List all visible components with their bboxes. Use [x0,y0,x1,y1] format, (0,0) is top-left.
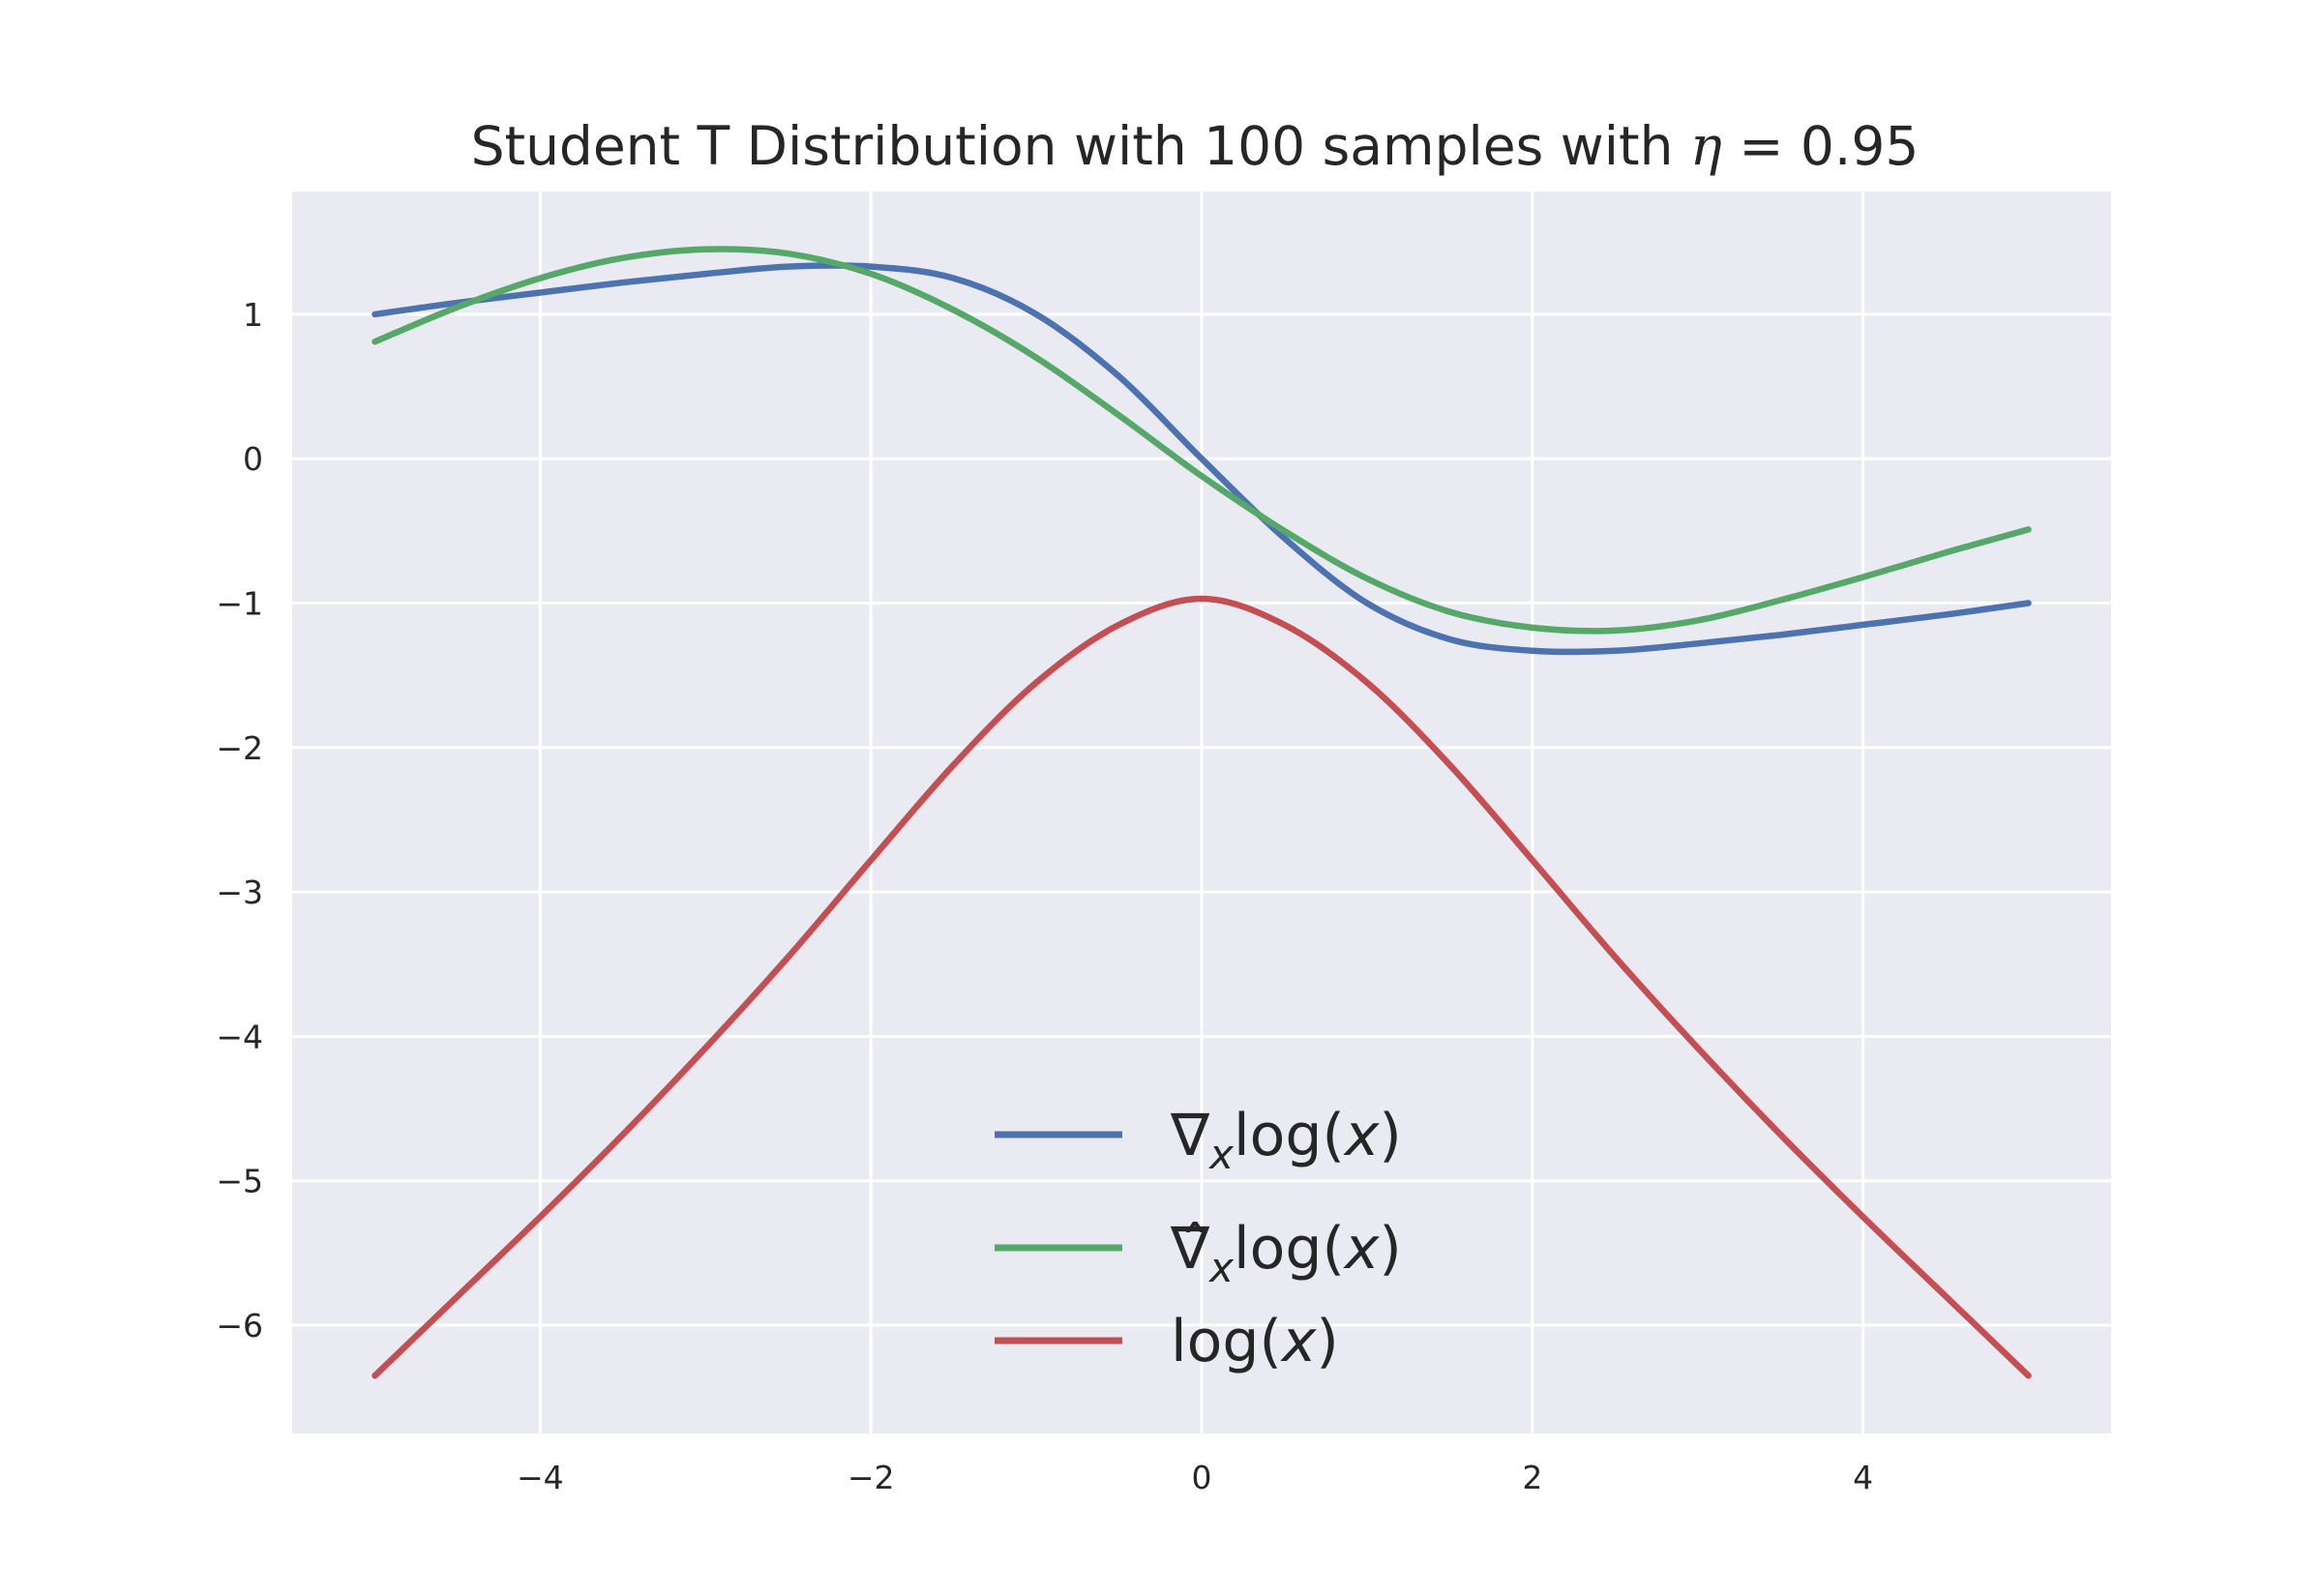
legend: ∇xlog(x) ∇̂xlog(x) log(x) [995,1102,1402,1375]
series-line-gradient [372,262,2032,656]
series-line-estimated-gradient [372,246,2032,635]
title-suffix: = 0.95 [1722,115,1920,177]
y-tick-label: −4 [216,1018,263,1055]
y-tick-label: −5 [216,1163,263,1200]
x-tick-label: −2 [848,1459,895,1496]
x-tick-label: 0 [1192,1459,1212,1496]
legend-label: ∇xlog(x) [1170,1102,1402,1178]
y-tick-label: 0 [243,440,263,478]
chart-title: Student T Distribution with 100 samples … [471,115,1920,177]
legend-label: log(x) [1171,1308,1339,1375]
legend-entry-log: log(x) [995,1308,1339,1375]
y-tick-label: −2 [216,729,263,767]
x-tick-label: −4 [517,1459,564,1496]
y-tick-label: −1 [216,585,263,623]
title-prefix: Student T Distribution with 100 samples … [471,115,1690,177]
x-tick-labels: −4 −2 0 2 4 [517,1459,1873,1496]
y-tick-label: 1 [243,296,263,334]
legend-entry-gradient: ∇xlog(x) [995,1102,1402,1178]
y-tick-label: −3 [216,873,263,911]
series-layer [372,246,2032,1379]
x-tick-label: 2 [1522,1459,1542,1496]
legend-label: ∇̂xlog(x) [1170,1215,1402,1291]
y-tick-labels: 1 0 −1 −2 −3 −4 −5 −6 [216,296,263,1345]
series-line-log [372,595,2032,1379]
grid-lines [292,192,2111,1433]
legend-entry-estimated-gradient: ∇̂xlog(x) [995,1215,1402,1291]
y-tick-label: −6 [216,1307,263,1345]
title-symbol: η [1690,115,1722,177]
x-tick-label: 4 [1853,1459,1873,1496]
